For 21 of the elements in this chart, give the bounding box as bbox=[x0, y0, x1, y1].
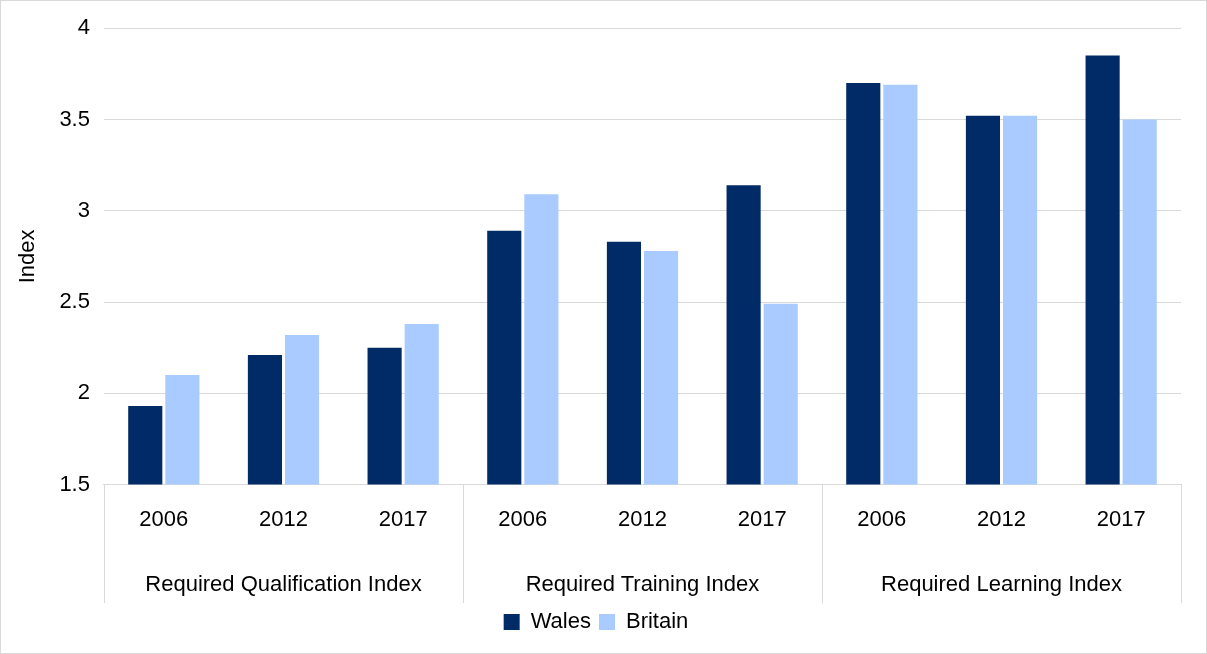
legend-label: Britain bbox=[625, 608, 689, 634]
x-tick-label: 2006 bbox=[139, 505, 189, 531]
x-tick-label: 2006 bbox=[498, 505, 548, 531]
x-tick-label: 2012 bbox=[259, 505, 308, 531]
x-tick-label: 2012 bbox=[618, 505, 667, 531]
y-tick-label: 2 bbox=[77, 379, 90, 405]
y-tick-label: 2.5 bbox=[59, 288, 90, 314]
y-tick-label: 3 bbox=[77, 196, 90, 222]
x-tick-label: 2006 bbox=[857, 505, 907, 531]
x-tick-label: 2017 bbox=[378, 505, 428, 531]
y-tick-label: 4 bbox=[77, 14, 90, 40]
text: Required Qualification Index bbox=[145, 571, 422, 597]
y-axis-title: Index bbox=[14, 229, 40, 284]
legend-label: Wales bbox=[530, 608, 591, 634]
text: Required Training Index bbox=[525, 571, 760, 597]
y-tick-label: 1.5 bbox=[59, 470, 90, 496]
x-tick-label: 2012 bbox=[977, 505, 1026, 531]
y-tick-label: 3.5 bbox=[59, 105, 90, 131]
text: Required Learning Index bbox=[881, 571, 1122, 597]
x-tick-label: 2017 bbox=[1096, 505, 1146, 531]
x-tick-label: 2017 bbox=[737, 505, 787, 531]
